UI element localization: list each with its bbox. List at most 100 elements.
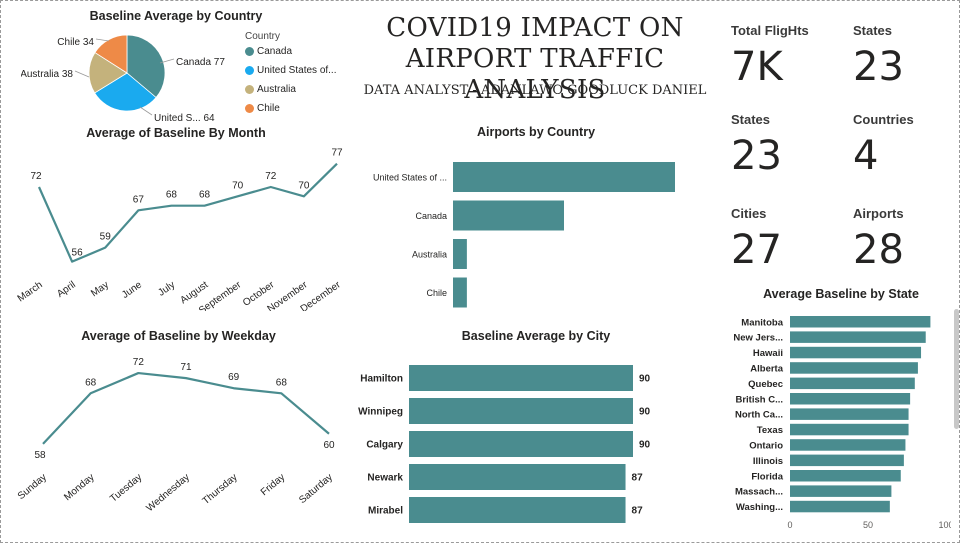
country-pie-chart[interactable]: Canada 77 United S... 64 Australia 38 Chile… bbox=[21, 27, 251, 123]
state-bar-chart[interactable]: Manitoba New Jers... Hawaii Alberta Quebec Br… bbox=[719, 309, 951, 534]
data-label: 70 bbox=[232, 180, 244, 191]
data-label: 59 bbox=[100, 232, 112, 243]
bar-3[interactable] bbox=[453, 277, 467, 308]
data-label: 87 bbox=[632, 473, 644, 484]
category-label: Hamilton bbox=[360, 374, 403, 385]
state-chart-scrollbar[interactable] bbox=[954, 309, 959, 429]
legend-label: United States of... bbox=[257, 65, 337, 76]
bar-1[interactable] bbox=[453, 200, 564, 231]
card-value-countries: 4 bbox=[853, 133, 879, 179]
bar-3[interactable] bbox=[409, 464, 626, 490]
category-label: Illinois bbox=[753, 456, 783, 467]
data-label: 68 bbox=[166, 190, 178, 201]
bar-1[interactable] bbox=[790, 331, 926, 343]
data-label: 68 bbox=[276, 377, 288, 388]
data-label: 58 bbox=[34, 450, 46, 461]
category-label: United States of ... bbox=[373, 173, 447, 183]
bar-0[interactable] bbox=[453, 162, 675, 192]
weekday-line-chart[interactable]: 58 Sunday 68 Monday 72 Tuesday 71 Wednesday 69 Th… bbox=[1, 346, 351, 536]
x-tick-label: Tuesday bbox=[108, 472, 144, 505]
legend-item[interactable]: United States of... bbox=[245, 61, 337, 80]
pie-slice-label: Canada 77 bbox=[176, 57, 225, 68]
category-label: British C... bbox=[735, 394, 783, 405]
data-label: 60 bbox=[323, 440, 335, 451]
bar-1[interactable] bbox=[409, 398, 633, 424]
x-tick-label: Thursday bbox=[201, 472, 240, 507]
pie-leader-3 bbox=[95, 38, 110, 42]
bar-4[interactable] bbox=[409, 497, 626, 523]
month-line-chart[interactable]: 72March56April59May67June68July68August7… bbox=[1, 141, 351, 311]
legend-item[interactable]: Chile bbox=[245, 99, 337, 118]
city-chart-title: Baseline Average by City bbox=[461, 329, 611, 343]
legend-item[interactable]: Canada bbox=[245, 42, 337, 61]
card-label-states: States bbox=[853, 23, 893, 38]
pie-slice-label: Chile 34 bbox=[57, 37, 94, 48]
line-series bbox=[42, 371, 330, 445]
data-label: 72 bbox=[133, 357, 145, 368]
pie-slice-0[interactable] bbox=[126, 34, 166, 99]
category-label: Calgary bbox=[366, 440, 403, 451]
category-label: Ontario bbox=[749, 440, 783, 451]
pie-leader-0 bbox=[159, 58, 175, 64]
bar-12[interactable] bbox=[790, 500, 890, 513]
data-label: 68 bbox=[85, 377, 97, 388]
legend-swatch bbox=[245, 47, 254, 56]
pie-slice-3[interactable] bbox=[94, 34, 128, 74]
bar-7[interactable] bbox=[790, 423, 909, 436]
bar-3[interactable] bbox=[790, 362, 918, 374]
category-label: Mirabel bbox=[368, 506, 403, 517]
bar-2[interactable] bbox=[790, 346, 922, 359]
bar-2[interactable] bbox=[453, 239, 467, 269]
x-tick-label: April bbox=[55, 279, 78, 299]
card-value-states-2: 23 bbox=[731, 133, 782, 179]
category-label: Australia bbox=[412, 250, 447, 260]
legend-item[interactable]: Australia bbox=[245, 80, 337, 99]
bar-8[interactable] bbox=[790, 439, 906, 451]
bar-2[interactable] bbox=[409, 431, 633, 457]
legend-label: Australia bbox=[257, 84, 296, 95]
bar-0[interactable] bbox=[790, 316, 931, 328]
airports-chart-title: Airports by Country bbox=[476, 125, 596, 139]
category-label: Winnipeg bbox=[358, 407, 403, 418]
bar-9[interactable] bbox=[790, 454, 904, 467]
category-label: New Jers... bbox=[733, 333, 783, 344]
x-tick-label: July bbox=[156, 279, 177, 298]
legend-label: Canada bbox=[257, 46, 293, 57]
bar-6[interactable] bbox=[790, 408, 909, 420]
pie-slice-2[interactable] bbox=[88, 52, 128, 94]
month-chart-title: Average of Baseline By Month bbox=[86, 126, 266, 140]
x-tick-label: 100 bbox=[938, 520, 951, 530]
x-tick-label: March bbox=[16, 279, 45, 304]
category-label: Hawaii bbox=[753, 348, 783, 359]
category-label: Massach... bbox=[735, 487, 783, 498]
bar-10[interactable] bbox=[790, 470, 901, 482]
pie-chart-title: Baseline Average by Country bbox=[89, 9, 263, 23]
report-subtitle: DATA ANALYST - ADANLAWO GOODLUCK DANIEL bbox=[363, 83, 707, 98]
category-label: Chile bbox=[426, 288, 447, 298]
bar-0[interactable] bbox=[409, 365, 633, 391]
data-label: 90 bbox=[639, 440, 651, 451]
data-label: 90 bbox=[639, 374, 651, 385]
data-label: 71 bbox=[180, 362, 192, 373]
card-label-cities: Cities bbox=[731, 206, 767, 221]
data-label: 56 bbox=[72, 248, 84, 259]
data-label: 69 bbox=[228, 372, 240, 383]
bar-4[interactable] bbox=[790, 377, 915, 390]
category-label: Quebec bbox=[748, 379, 783, 390]
data-label: 67 bbox=[133, 194, 145, 205]
bar-5[interactable] bbox=[790, 393, 911, 405]
line-series bbox=[37, 162, 338, 263]
category-label: North Ca... bbox=[735, 410, 783, 421]
pie-slice-1[interactable] bbox=[94, 72, 157, 112]
legend-label: Chile bbox=[257, 103, 280, 114]
pie-slice-label: Australia 38 bbox=[21, 69, 73, 80]
category-label: Washing... bbox=[736, 502, 783, 513]
airports-bar-chart[interactable]: United States of ... Canada Australia Chile bbox=[353, 151, 723, 316]
bar-11[interactable] bbox=[790, 485, 892, 497]
city-bar-chart[interactable]: Hamilton 90 Winnipeg 90 Calgary 90 Newark 87 Mir… bbox=[353, 359, 723, 529]
card-label-countries: Countries bbox=[853, 112, 914, 127]
category-label: Florida bbox=[751, 471, 783, 482]
card-value-total-flights: 7K bbox=[731, 44, 783, 90]
legend-title: Country bbox=[245, 31, 281, 42]
